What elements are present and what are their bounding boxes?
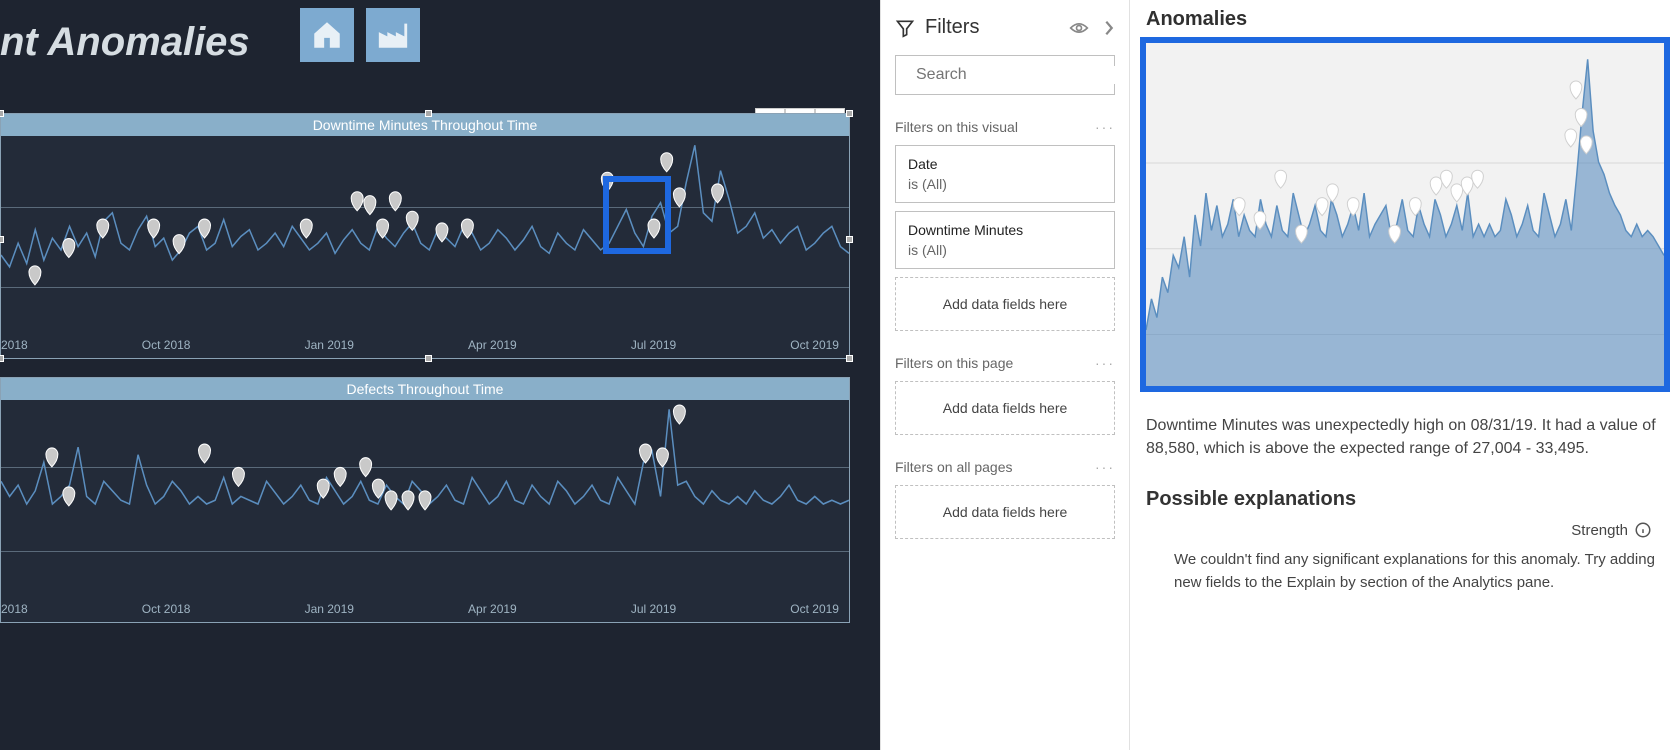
anomalies-pane: Anomalies Downtime Minutes was unexpecte… <box>1130 0 1680 750</box>
page-title: nt Anomalies <box>0 0 880 85</box>
section-all: Filters on all pages <box>895 459 1013 475</box>
anomalies-title: Anomalies <box>1146 8 1670 31</box>
filter-card-downtime[interactable]: Downtime Minutes is (All) <box>895 211 1115 269</box>
strength-label: Strength <box>1140 521 1652 539</box>
drop-zone-visual[interactable]: Add data fields here <box>895 277 1115 331</box>
anomalies-chart[interactable] <box>1140 37 1670 392</box>
anomaly-highlight <box>603 176 671 254</box>
filters-pane: Filters Filters on this visual ··· Date … <box>880 0 1130 750</box>
downtime-chart[interactable]: Downtime Minutes Throughout Time 2018Oct… <box>0 113 850 359</box>
chevron-right-icon[interactable] <box>1103 19 1115 37</box>
header-icons <box>300 8 420 62</box>
visibility-icon[interactable] <box>1069 21 1089 35</box>
explanation-body: We couldn't find any significant explana… <box>1174 549 1660 594</box>
anomaly-summary: Downtime Minutes was unexpectedly high o… <box>1146 414 1660 460</box>
info-icon[interactable] <box>1634 521 1652 539</box>
section-page: Filters on this page <box>895 355 1013 371</box>
chart-title: Downtime Minutes Throughout Time <box>1 114 849 136</box>
search-box[interactable] <box>895 55 1115 95</box>
defects-chart[interactable]: Defects Throughout Time 2018Oct 2018Jan … <box>0 377 850 623</box>
filter-card-date[interactable]: Date is (All) <box>895 145 1115 203</box>
filters-title: Filters <box>895 16 979 39</box>
drop-zone-all[interactable]: Add data fields here <box>895 485 1115 539</box>
report-canvas: nt Anomalies Downtime Minutes Throughout… <box>0 0 880 750</box>
more-icon[interactable]: ··· <box>1095 355 1115 371</box>
more-icon[interactable]: ··· <box>1095 119 1115 135</box>
drop-zone-page[interactable]: Add data fields here <box>895 381 1115 435</box>
section-visual: Filters on this visual <box>895 119 1018 135</box>
filter-icon <box>895 18 915 38</box>
chart-title: Defects Throughout Time <box>1 378 849 400</box>
factory-icon[interactable] <box>366 8 420 62</box>
explanations-title: Possible explanations <box>1146 488 1670 511</box>
home-icon[interactable] <box>300 8 354 62</box>
search-input[interactable] <box>916 66 1123 84</box>
more-icon[interactable]: ··· <box>1095 459 1115 475</box>
